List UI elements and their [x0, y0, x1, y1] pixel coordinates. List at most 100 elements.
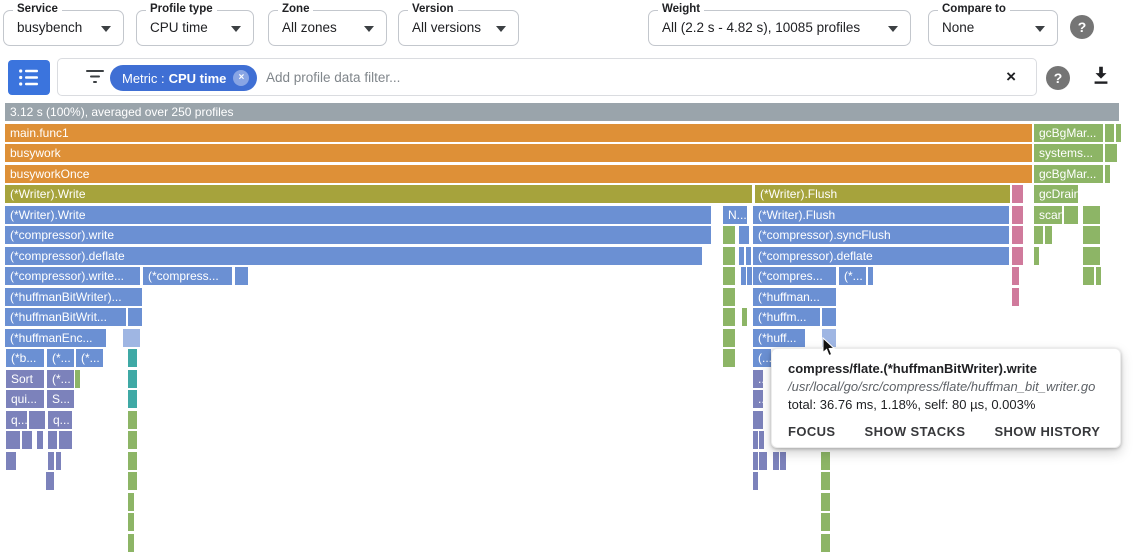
- flame-bar[interactable]: [747, 267, 752, 285]
- flame-bar[interactable]: [11, 451, 16, 470]
- flame-bar[interactable]: [1083, 267, 1094, 285]
- version-select[interactable]: Version All versions: [398, 3, 519, 46]
- profile-type-select[interactable]: Profile type CPU time: [136, 3, 254, 46]
- flame-bar[interactable]: [1012, 226, 1023, 244]
- profile-filter-bar[interactable]: Metric : CPU time × ×: [57, 58, 1037, 96]
- flame-bar[interactable]: [1083, 226, 1100, 244]
- flame-bar[interactable]: [128, 390, 137, 408]
- flame-bar[interactable]: (*compressor).syncFlush: [753, 226, 1009, 244]
- metric-filter-chip[interactable]: Metric : CPU time ×: [110, 65, 258, 91]
- flame-bar[interactable]: [1083, 205, 1100, 224]
- flame-bar[interactable]: ...: [753, 390, 763, 408]
- flame-bar[interactable]: [723, 328, 735, 347]
- flame-bar[interactable]: [1012, 246, 1023, 265]
- flame-bar[interactable]: [22, 431, 32, 449]
- flame-bar[interactable]: [48, 431, 57, 449]
- flame-bar[interactable]: (*...: [839, 267, 866, 285]
- clear-filters-icon[interactable]: ×: [1006, 67, 1016, 86]
- flame-bar[interactable]: (*Writer).Write: [5, 205, 711, 224]
- flame-bar[interactable]: gcDrain: [1034, 185, 1078, 203]
- flame-bar[interactable]: S...: [47, 390, 74, 408]
- flame-bar[interactable]: [1083, 246, 1100, 265]
- flame-bar[interactable]: [1064, 205, 1078, 224]
- zone-select[interactable]: Zone All zones: [268, 3, 387, 46]
- flame-bar[interactable]: (*b...: [6, 349, 44, 367]
- filter-icon[interactable]: [86, 70, 104, 84]
- flame-bar[interactable]: (*...: [47, 349, 74, 367]
- download-icon[interactable]: [1090, 64, 1112, 86]
- flame-bar[interactable]: [1105, 123, 1114, 142]
- flame-bar[interactable]: (*huffman...: [753, 287, 836, 306]
- flame-bar[interactable]: [821, 451, 830, 470]
- flame-bar[interactable]: [723, 287, 735, 306]
- flame-bar[interactable]: [1105, 164, 1110, 183]
- flame-bar[interactable]: [128, 308, 142, 326]
- flame-bar[interactable]: 3.12 s (100%), averaged over 250 profile…: [5, 103, 1119, 121]
- flame-bar[interactable]: (*Writer).Write: [5, 185, 752, 203]
- flame-bar[interactable]: [1012, 185, 1023, 203]
- flame-bar[interactable]: [56, 451, 61, 470]
- flame-bar[interactable]: [128, 492, 134, 511]
- flame-bar[interactable]: [739, 226, 749, 244]
- flame-bar[interactable]: [868, 267, 873, 285]
- flame-bar[interactable]: (*huffmanEnc...: [5, 328, 106, 347]
- flame-bar[interactable]: (*Writer).Flush: [753, 205, 1009, 224]
- flame-bar[interactable]: [821, 472, 830, 490]
- flame-bar[interactable]: [128, 369, 137, 388]
- flame-bar[interactable]: [753, 472, 758, 490]
- flame-bar[interactable]: [128, 410, 137, 429]
- filter-help-icon[interactable]: ?: [1046, 66, 1070, 90]
- flame-bar[interactable]: [723, 349, 735, 367]
- flame-bar[interactable]: [128, 451, 137, 470]
- flame-bar[interactable]: [773, 451, 779, 470]
- flame-bar[interactable]: [46, 472, 54, 490]
- compare-to-select[interactable]: Compare to None: [928, 3, 1058, 46]
- flame-bar[interactable]: [821, 513, 830, 531]
- flame-bar[interactable]: [821, 492, 830, 511]
- flame-bar[interactable]: [753, 431, 758, 449]
- flame-bar[interactable]: (*...: [47, 369, 74, 388]
- help-icon[interactable]: ?: [1070, 15, 1094, 39]
- flame-bar[interactable]: (*compressor).deflate: [5, 246, 702, 265]
- flame-bar[interactable]: (*compres...: [753, 267, 836, 285]
- flame-bar[interactable]: [1045, 226, 1052, 244]
- flame-bar[interactable]: (*compressor).write: [5, 226, 711, 244]
- flame-bar[interactable]: [723, 267, 735, 285]
- show-stacks-button[interactable]: SHOW STACKS: [864, 424, 966, 439]
- flame-bar[interactable]: gcBgMar...: [1034, 123, 1103, 142]
- flame-bar[interactable]: [128, 472, 137, 490]
- flame-bar[interactable]: [128, 431, 137, 449]
- flame-bar[interactable]: busywork: [5, 144, 1032, 162]
- flame-bar[interactable]: [753, 410, 763, 429]
- focus-button[interactable]: FOCUS: [788, 424, 836, 439]
- flame-bar[interactable]: [723, 246, 735, 265]
- flame-bar[interactable]: ...: [753, 369, 763, 388]
- flame-bar[interactable]: scan...: [1034, 205, 1062, 224]
- view-list-button[interactable]: [8, 60, 50, 95]
- weight-select[interactable]: Weight All (2.2 s - 4.82 s), 10085 profi…: [648, 3, 911, 46]
- flame-bar[interactable]: [59, 431, 72, 449]
- flame-bar[interactable]: [1012, 205, 1023, 224]
- flame-bar[interactable]: (*huff...: [753, 328, 805, 347]
- flame-bar[interactable]: (*Writer).Flush: [755, 185, 1010, 203]
- flame-bar[interactable]: [723, 226, 735, 244]
- flame-bar[interactable]: [741, 267, 746, 285]
- flame-bar[interactable]: [123, 328, 140, 347]
- flame-bar[interactable]: [37, 431, 43, 449]
- flame-bar[interactable]: [75, 369, 80, 388]
- filter-input[interactable]: [266, 66, 826, 88]
- flame-bar[interactable]: [1034, 246, 1039, 265]
- flame-bar[interactable]: [759, 431, 764, 449]
- flame-bar[interactable]: [48, 451, 54, 470]
- flame-bar[interactable]: (*compress...: [143, 267, 232, 285]
- service-select[interactable]: Service busybench: [3, 3, 124, 46]
- flame-bar[interactable]: [235, 267, 248, 285]
- flame-bar[interactable]: [128, 533, 134, 552]
- flame-bar[interactable]: [742, 308, 747, 326]
- flame-bar[interactable]: systems...: [1034, 144, 1103, 162]
- flame-bar[interactable]: [822, 308, 836, 326]
- flame-bar[interactable]: [1105, 144, 1117, 162]
- flame-bar[interactable]: [29, 410, 45, 429]
- flame-bar[interactable]: gcBgMar...: [1034, 164, 1103, 183]
- flame-bar[interactable]: (*compressor).deflate: [753, 246, 1009, 265]
